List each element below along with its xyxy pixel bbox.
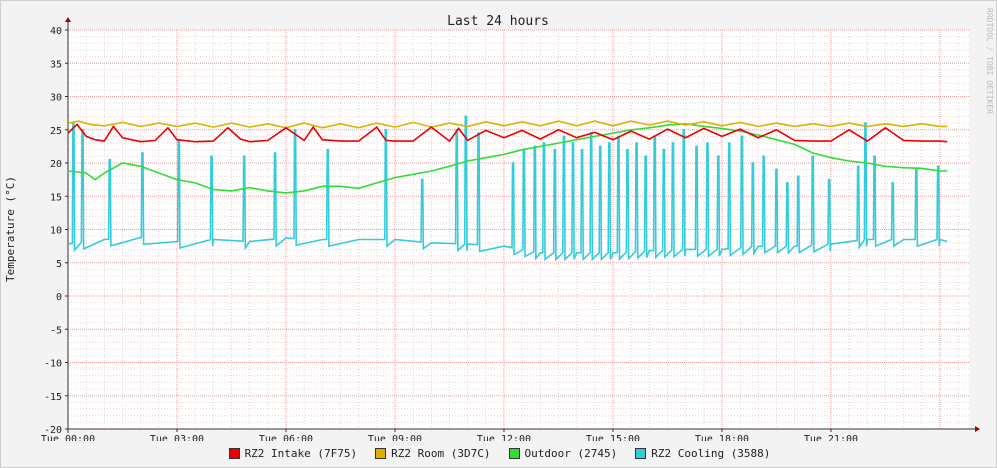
plot-area <box>67 115 948 262</box>
x-tick-label: Tue 21:00 <box>804 434 858 441</box>
legend-swatch-room <box>375 448 387 459</box>
y-tick-label: 30 <box>50 93 62 104</box>
legend-swatch-outdoor <box>508 448 520 459</box>
y-axis-arrow <box>65 17 71 22</box>
series-line-rz2-intake-7f75 <box>67 123 948 143</box>
x-tick-label: Tue 00:00 <box>41 434 95 441</box>
legend-label-room: RZ2 Room (3D7C) <box>391 447 491 460</box>
y-tick-label: -15 <box>44 392 62 403</box>
legend-swatch-cooling <box>635 448 647 459</box>
legend-label-intake: RZ2 Intake (7F75) <box>244 447 358 460</box>
axes <box>65 17 980 433</box>
series-line-rz2-cooling-3588 <box>67 115 948 262</box>
x-tick-label: Tue 06:00 <box>259 434 313 441</box>
legend-item-cooling: RZ2 Cooling (3588) <box>635 447 770 460</box>
series-line-outdoor-2745 <box>67 122 948 194</box>
x-tick-label: Tue 03:00 <box>150 434 204 441</box>
y-tick-label: 15 <box>50 192 62 203</box>
y-axis-label: Temperature (°C) <box>4 176 17 282</box>
y-tick-label: -10 <box>44 359 62 370</box>
x-tick-label: Tue 18:00 <box>695 434 749 441</box>
y-tick-label: 25 <box>50 126 62 137</box>
x-tick-label: Tue 09:00 <box>368 434 422 441</box>
y-tick-labels: 40 35 30 25 20 15 10 5 0 -5 -10 -15 -20 <box>44 26 68 436</box>
y-tick-label: -5 <box>50 325 62 336</box>
legend: RZ2 Intake (7F75) RZ2 Room (3D7C) Outdoo… <box>1 447 997 460</box>
x-axis-arrow <box>975 426 980 432</box>
series-line-rz2-room-3d7c <box>67 120 948 129</box>
y-tick-label: 5 <box>56 259 62 270</box>
legend-label-outdoor: Outdoor (2745) <box>524 447 618 460</box>
y-tick-label: 40 <box>50 26 62 37</box>
grid-lines <box>67 29 969 430</box>
x-tick-label: Tue 12:00 <box>477 434 531 441</box>
y-tick-label: 35 <box>50 59 62 70</box>
x-tick-labels: Tue 00:00 Tue 03:00 Tue 06:00 Tue 09:00 Tue … <box>41 429 858 445</box>
legend-item-outdoor: Outdoor (2745) <box>508 447 618 460</box>
x-tick-label: Tue 15:00 <box>586 434 640 441</box>
legend-label-cooling: RZ2 Cooling (3588) <box>651 447 771 460</box>
temperature-chart: Last 24 hours Temperature (°C) RRDTOOL /… <box>4 8 994 445</box>
rrdtool-watermark: RRDTOOL / TOBI OETIKER <box>985 8 994 114</box>
y-tick-label: 20 <box>50 159 62 170</box>
y-tick-label: 0 <box>56 292 62 303</box>
y-tick-label: 10 <box>50 226 62 237</box>
legend-item-intake: RZ2 Intake (7F75) <box>228 447 358 460</box>
y-tick-label: -20 <box>44 425 62 436</box>
legend-swatch-intake <box>228 448 240 459</box>
chart-title: Last 24 hours <box>447 14 549 29</box>
legend-item-room: RZ2 Room (3D7C) <box>375 447 491 460</box>
